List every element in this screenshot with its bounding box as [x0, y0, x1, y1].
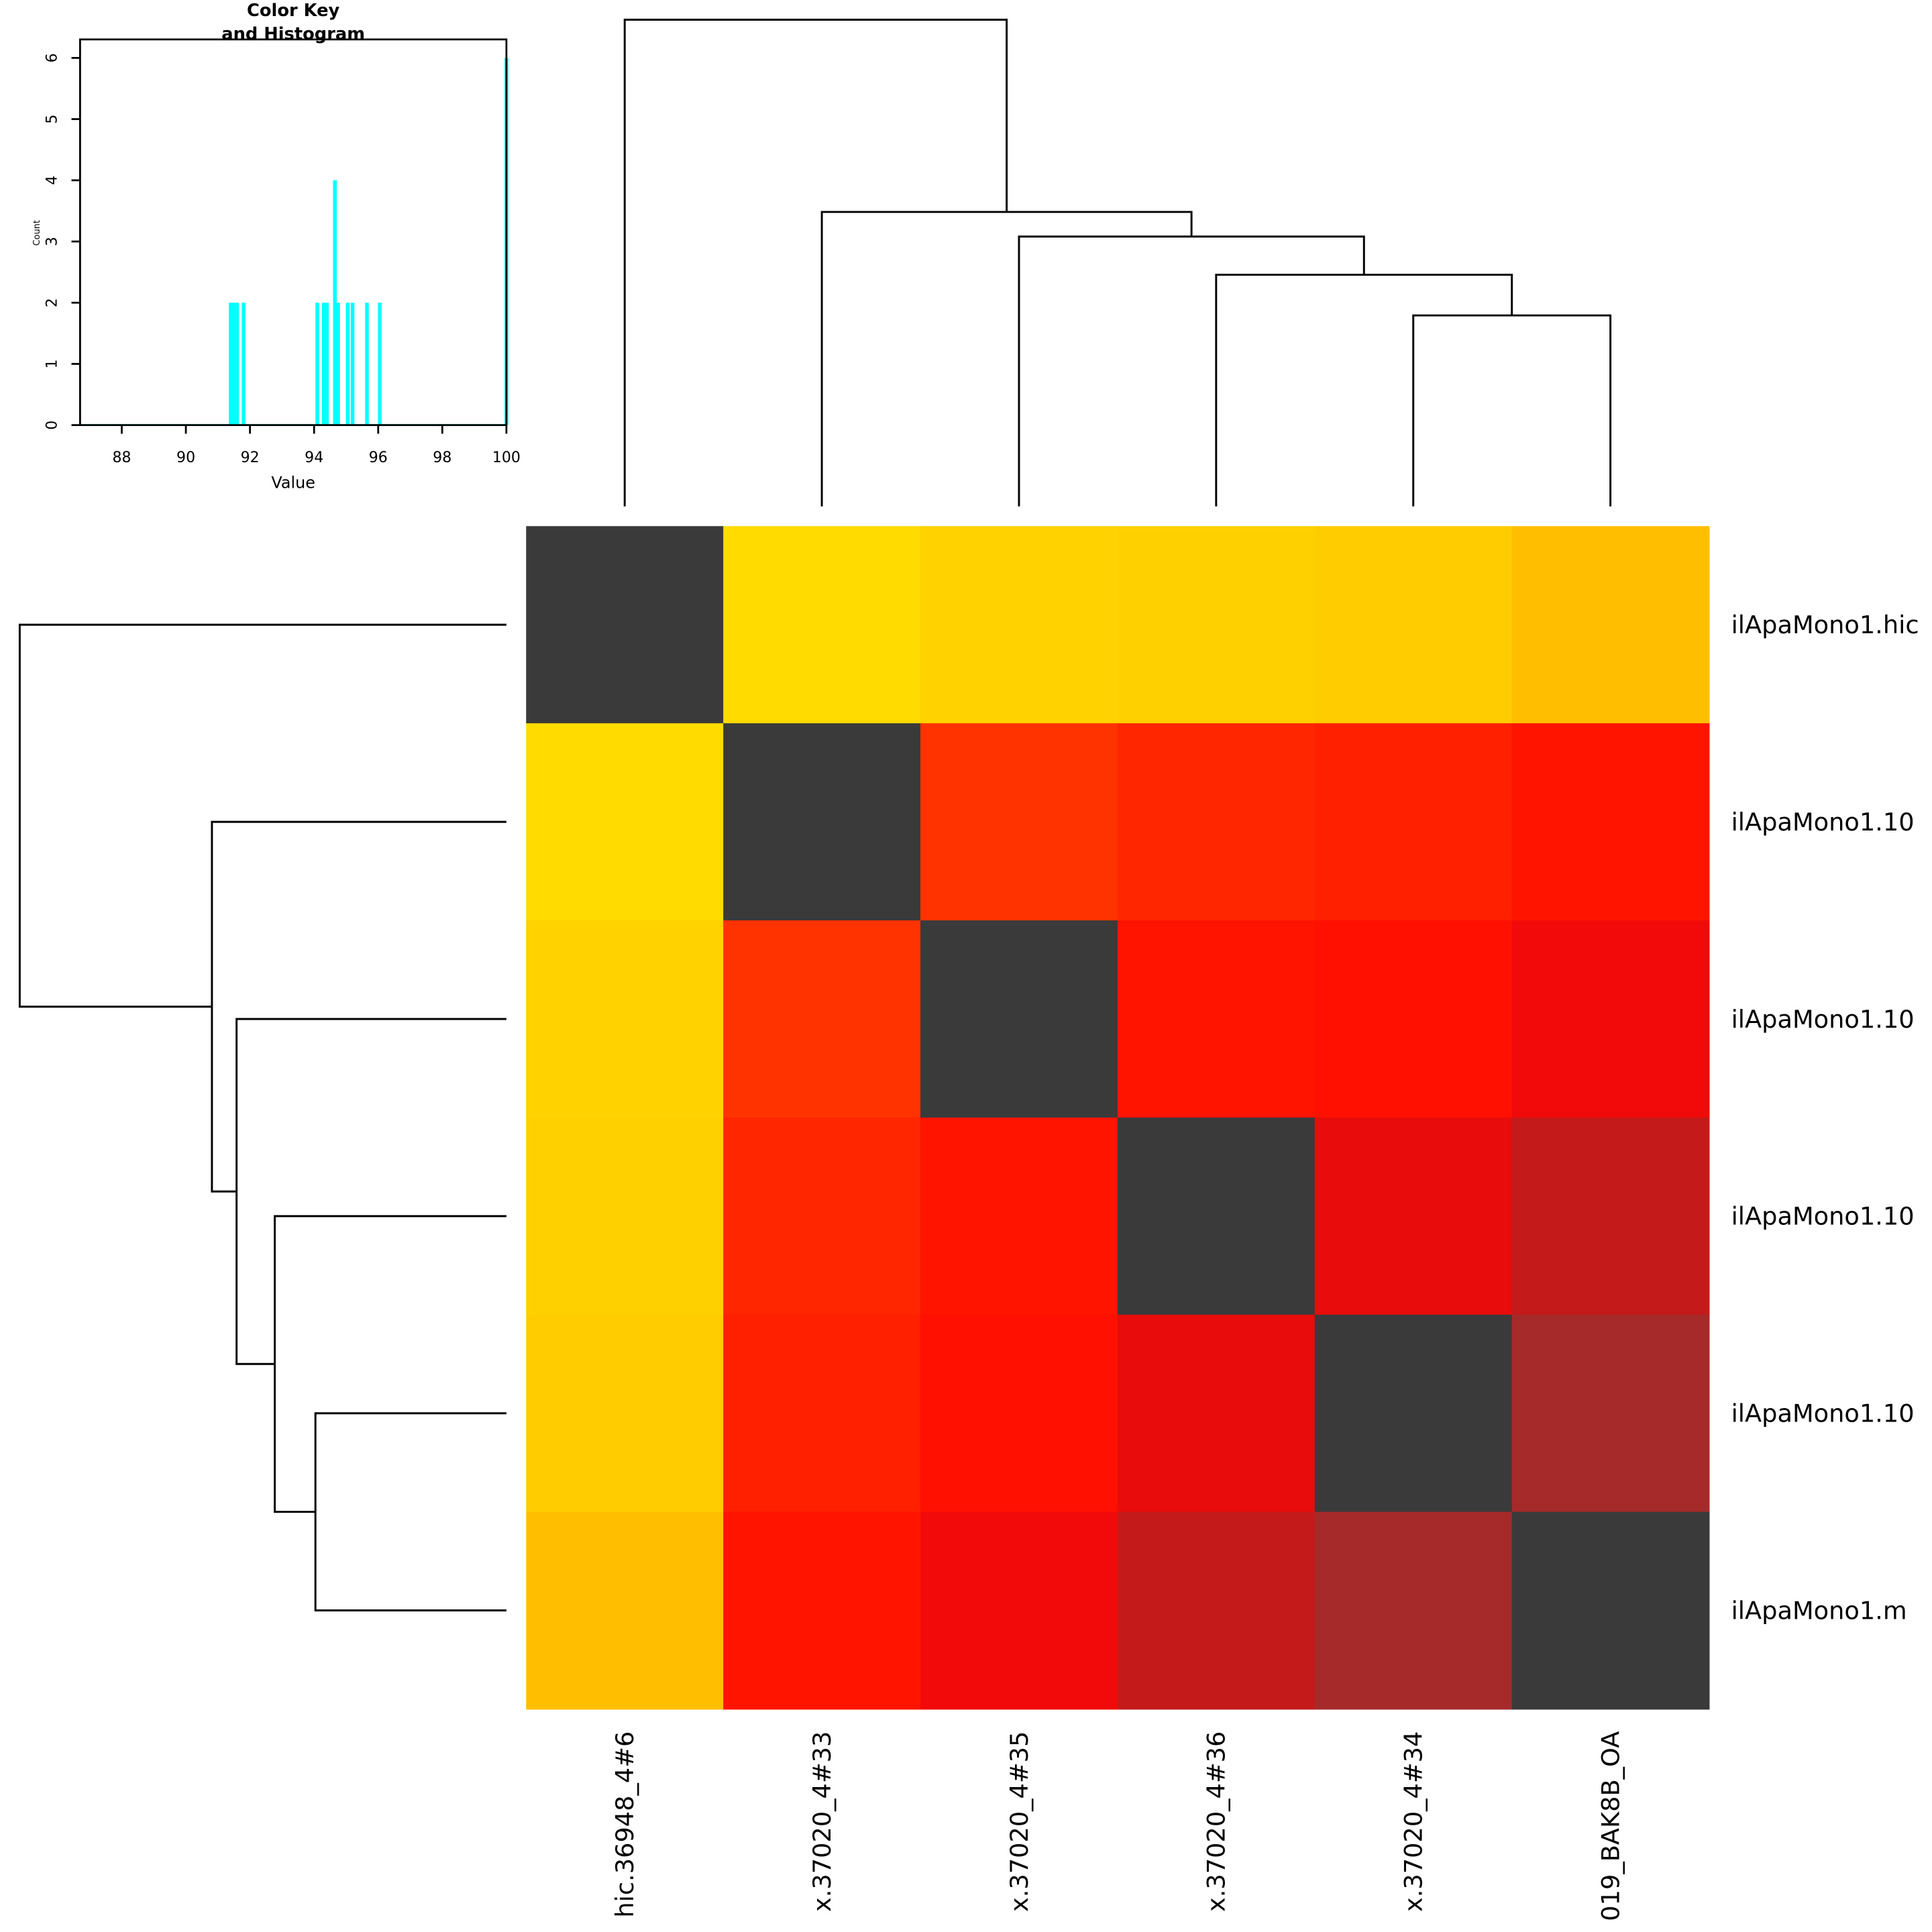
heatmap-cell	[526, 1117, 724, 1316]
column-dendrogram-branch	[1018, 235, 1365, 506]
x-tick-label: 90	[176, 449, 195, 466]
heatmap-cell	[526, 526, 724, 724]
heatmap-cell	[1117, 526, 1316, 724]
heatmap-cell	[723, 920, 921, 1118]
y-tick-label: 4	[44, 176, 60, 185]
heatmap-cell	[1511, 920, 1710, 1118]
y-tick-label: 5	[44, 115, 60, 124]
column-label: x.37020_4#34	[1399, 1731, 1428, 1912]
column-dendrogram-branch	[623, 18, 1008, 506]
row-dendrogram-branch	[235, 1018, 506, 1365]
y-tick-label: 2	[44, 298, 60, 307]
axis-labels: ilApaMono1.hic ilApaMono1.10 ilApaMono1.10…	[610, 610, 1919, 1921]
heatmap-cell	[1117, 920, 1316, 1118]
heatmap-cell	[1511, 723, 1710, 921]
y-tick-label: 6	[44, 53, 60, 62]
row-dendrogram-branch	[314, 1412, 506, 1612]
heatmap-cell	[723, 1511, 921, 1710]
y-tick-label: 0	[44, 421, 60, 430]
heatmap-cell	[723, 1117, 921, 1316]
y-tick-label: 1	[44, 359, 60, 368]
heatmap-cell	[1314, 920, 1513, 1118]
heatmap-cell	[526, 723, 724, 921]
heatmap-cell	[1511, 1117, 1710, 1316]
heatmap-cell	[526, 1314, 724, 1513]
column-label: 019_BAK8B_OA	[1596, 1731, 1625, 1921]
heatmap-cell	[920, 920, 1118, 1118]
x-tick-label: 88	[112, 449, 131, 466]
heatmap-cell	[1117, 1511, 1316, 1710]
histogram-ylabel: Count	[32, 220, 42, 246]
color-key-histogram: Color Key and Histogram Value Count 88 90…	[32, 1, 521, 492]
heatmap-cell	[1314, 723, 1513, 921]
x-tick-label: 94	[305, 449, 323, 466]
x-tick-label: 96	[369, 449, 388, 466]
histogram-frame	[79, 38, 508, 427]
row-label: ilApaMono1.10	[1731, 1005, 1915, 1034]
row-label: ilApaMono1.10	[1731, 1202, 1915, 1231]
histogram-title-line1: Color Key	[247, 1, 340, 21]
heatmap-cell	[1314, 1117, 1513, 1316]
heatmap-cell	[723, 723, 921, 921]
heatmap-cell	[723, 1314, 921, 1513]
heatmap-cell	[1117, 723, 1316, 921]
heatmap-cell	[526, 1511, 724, 1710]
row-dendrogram-branch	[18, 623, 506, 1008]
row-label: ilApaMono1.hic	[1731, 610, 1919, 639]
row-dendrogram-branch	[274, 1215, 506, 1513]
column-label: x.37020_4#35	[1005, 1731, 1034, 1912]
histogram-title-line2: and Histogram	[221, 24, 365, 44]
row-label: ilApaMono1.10	[1731, 808, 1915, 837]
row-dendrogram-branch	[211, 820, 506, 1193]
heatmap-cell	[920, 723, 1118, 921]
heatmap-cell	[1511, 526, 1710, 724]
heatmap-cell	[920, 1117, 1118, 1316]
x-tick-label: 100	[492, 449, 521, 466]
heatmap-cell	[920, 526, 1118, 724]
heatmap-cell	[920, 1314, 1118, 1513]
heatmap-cell	[1314, 1511, 1513, 1710]
column-dendrogram-branch	[820, 211, 1193, 506]
x-tick-label: 92	[241, 449, 260, 466]
y-tick-label: 3	[44, 237, 60, 246]
column-label: x.37020_4#36	[1202, 1731, 1231, 1912]
histogram-xlabel: Value	[271, 473, 315, 492]
heatmap-cell	[723, 526, 921, 724]
heatmap-cell	[1511, 1314, 1710, 1513]
heatmap-cell	[1314, 526, 1513, 724]
row-label: ilApaMono1.10	[1731, 1399, 1915, 1428]
heatmap-cell	[1314, 1314, 1513, 1513]
row-label: ilApaMono1.m	[1731, 1596, 1907, 1625]
column-label: x.37020_4#33	[808, 1731, 837, 1912]
heatmap	[526, 526, 1710, 1710]
column-label: hic.36948_4#6	[610, 1731, 639, 1918]
heatmap-cell	[1511, 1511, 1710, 1710]
x-tick-label: 98	[433, 449, 451, 466]
column-dendrogram-branch	[1215, 274, 1513, 506]
dendrograms	[18, 18, 1612, 1612]
heatmap-cell	[1117, 1117, 1316, 1316]
heatmap-cell	[526, 920, 724, 1118]
heatmap-cell	[1117, 1314, 1316, 1513]
heatmap-cell	[920, 1511, 1118, 1710]
column-dendrogram-branch	[1412, 314, 1612, 506]
